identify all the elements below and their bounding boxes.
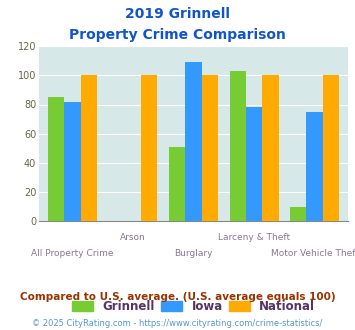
Bar [169, 147, 185, 221]
Bar [141, 75, 158, 221]
Bar [323, 75, 339, 221]
Bar [262, 75, 279, 221]
Bar [290, 207, 306, 221]
Bar [246, 108, 262, 221]
Text: Motor Vehicle Theft: Motor Vehicle Theft [271, 249, 355, 258]
Legend: Grinnell, Iowa, National: Grinnell, Iowa, National [72, 300, 315, 314]
Bar [48, 97, 64, 221]
Text: © 2025 CityRating.com - https://www.cityrating.com/crime-statistics/: © 2025 CityRating.com - https://www.city… [32, 319, 323, 328]
Bar [306, 112, 323, 221]
Text: Property Crime Comparison: Property Crime Comparison [69, 28, 286, 42]
Bar [64, 102, 81, 221]
Text: Arson: Arson [120, 233, 146, 242]
Bar [81, 75, 97, 221]
Bar [185, 62, 202, 221]
Text: All Property Crime: All Property Crime [31, 249, 114, 258]
Bar [202, 75, 218, 221]
Text: Larceny & Theft: Larceny & Theft [218, 233, 290, 242]
Text: Burglary: Burglary [174, 249, 213, 258]
Text: Compared to U.S. average. (U.S. average equals 100): Compared to U.S. average. (U.S. average … [20, 292, 335, 302]
Text: 2019 Grinnell: 2019 Grinnell [125, 7, 230, 20]
Bar [229, 71, 246, 221]
